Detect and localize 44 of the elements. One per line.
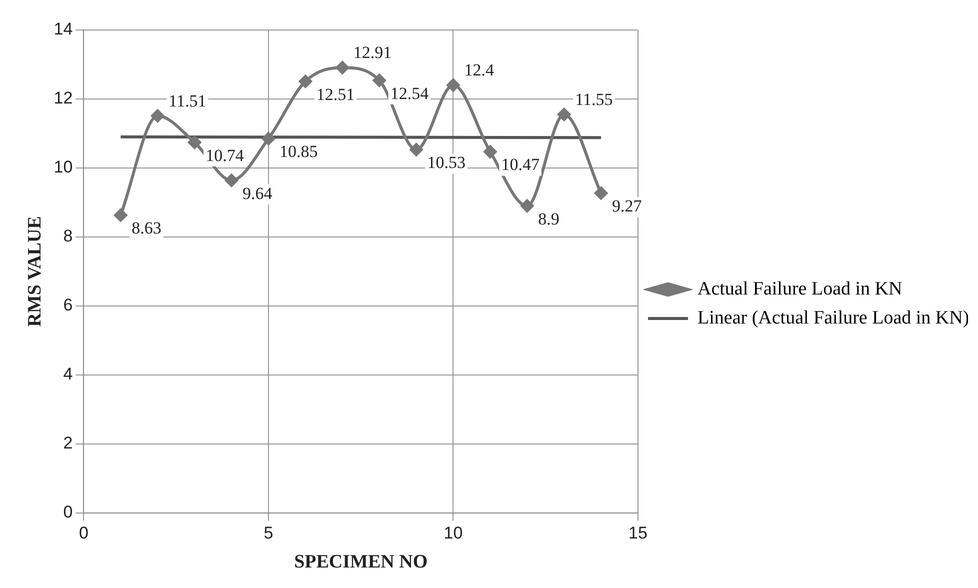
y-tick-label: 8 — [63, 226, 73, 246]
data-label: 10.47 — [501, 155, 540, 174]
point — [594, 186, 608, 200]
data-label: 12.54 — [390, 84, 430, 103]
data-label: 10.85 — [279, 142, 318, 162]
data-label: 11.51 — [168, 91, 206, 110]
data-label: 12.51 — [316, 84, 355, 104]
point — [114, 208, 128, 222]
point — [410, 143, 423, 156]
y-axis-title: RMS VALUE — [24, 216, 46, 327]
y-tick-label: 0 — [63, 502, 73, 522]
point — [336, 61, 349, 74]
y-tick-label: 4 — [63, 364, 73, 384]
point — [484, 145, 497, 158]
legend-label: Linear (Actual Failure Load in KN) — [698, 307, 970, 328]
x-tick-label: 15 — [628, 524, 648, 543]
data-label: 10.53 — [427, 153, 466, 172]
x-axis-title: SPECIMEN NO — [294, 552, 428, 573]
x-tick-label: 0 — [78, 524, 88, 543]
data-label: 10.74 — [206, 146, 244, 165]
data-label: 12.91 — [353, 43, 392, 62]
data-label: 12.4 — [464, 60, 494, 80]
point — [262, 132, 275, 146]
y-tick-label: 14 — [54, 20, 73, 39]
point — [225, 174, 238, 187]
x-tick-label: 10 — [444, 524, 463, 543]
data-label: 8.63 — [132, 218, 162, 238]
data-label: 11.55 — [575, 90, 613, 109]
y-tick-label: 2 — [63, 434, 73, 453]
point — [372, 74, 386, 87]
point — [558, 108, 571, 121]
point — [151, 109, 164, 122]
point — [298, 74, 312, 88]
y-tick-label: 10 — [54, 158, 73, 177]
y-tick-label: 6 — [63, 296, 73, 315]
point — [188, 136, 202, 149]
data-label: 9.27 — [612, 196, 642, 216]
data-label: 8.9 — [538, 209, 560, 228]
y-tick-label: 12 — [54, 88, 73, 108]
data-label: 9.64 — [242, 184, 273, 203]
point — [446, 78, 460, 92]
x-tick-label: 5 — [264, 524, 274, 543]
legend-label: Actual Failure Load in KN — [698, 278, 902, 300]
point — [520, 199, 534, 212]
